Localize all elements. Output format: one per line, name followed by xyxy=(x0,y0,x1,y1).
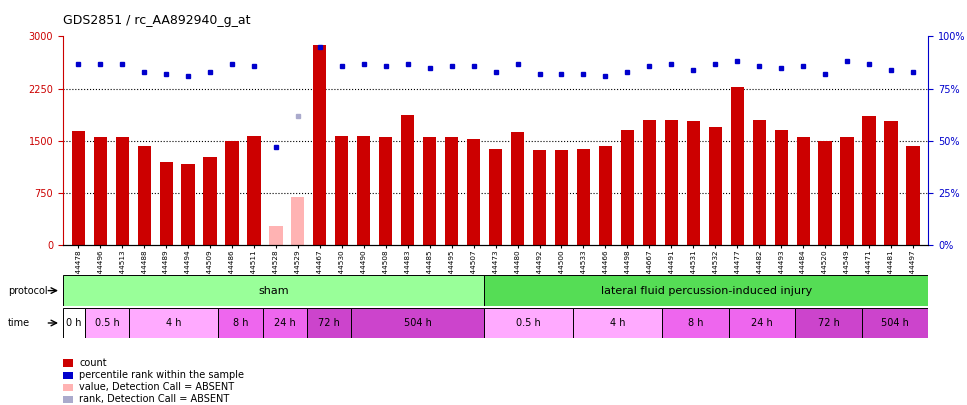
Bar xyxy=(643,120,656,245)
Bar xyxy=(336,136,348,245)
Bar xyxy=(182,164,194,245)
Bar xyxy=(248,136,260,245)
Bar xyxy=(728,308,795,338)
Bar xyxy=(203,158,217,245)
Bar xyxy=(307,308,351,338)
Text: sham: sham xyxy=(258,286,289,296)
Bar xyxy=(862,308,928,338)
Bar xyxy=(351,308,484,338)
Bar xyxy=(401,115,414,245)
Bar xyxy=(357,136,370,245)
Bar xyxy=(63,308,85,338)
Bar xyxy=(445,136,458,245)
Text: 0.5 h: 0.5 h xyxy=(95,318,120,328)
Bar xyxy=(467,139,481,245)
Text: 8 h: 8 h xyxy=(233,318,249,328)
Text: 72 h: 72 h xyxy=(318,318,340,328)
Bar xyxy=(731,87,744,245)
Bar xyxy=(533,150,546,245)
Bar xyxy=(752,120,766,245)
Bar xyxy=(130,308,219,338)
Bar xyxy=(94,136,106,245)
Text: time: time xyxy=(8,318,30,328)
Bar xyxy=(219,308,263,338)
Bar xyxy=(906,146,920,245)
Bar xyxy=(664,120,678,245)
Bar xyxy=(662,308,728,338)
Bar xyxy=(63,275,484,306)
Bar xyxy=(225,141,239,245)
Bar xyxy=(775,130,788,245)
Bar xyxy=(687,121,700,245)
Bar xyxy=(489,149,502,245)
Bar xyxy=(795,308,862,338)
Text: 504 h: 504 h xyxy=(881,318,909,328)
Bar xyxy=(511,132,524,245)
Bar xyxy=(484,308,573,338)
Text: 0 h: 0 h xyxy=(66,318,81,328)
Text: value, Detection Call = ABSENT: value, Detection Call = ABSENT xyxy=(79,382,234,392)
Bar xyxy=(840,136,854,245)
Bar xyxy=(709,127,721,245)
Bar xyxy=(72,131,85,245)
Bar xyxy=(484,275,928,306)
Bar xyxy=(379,136,393,245)
Bar xyxy=(818,141,832,245)
Bar xyxy=(797,136,809,245)
Bar xyxy=(85,308,130,338)
Bar xyxy=(599,146,612,245)
Text: protocol: protocol xyxy=(8,286,47,296)
Text: 0.5 h: 0.5 h xyxy=(516,318,542,328)
Text: lateral fluid percussion-induced injury: lateral fluid percussion-induced injury xyxy=(601,286,812,296)
Text: 504 h: 504 h xyxy=(404,318,432,328)
Bar xyxy=(137,146,151,245)
Text: 4 h: 4 h xyxy=(610,318,626,328)
Text: 24 h: 24 h xyxy=(274,318,296,328)
Bar xyxy=(116,136,129,245)
Text: 72 h: 72 h xyxy=(817,318,839,328)
Text: 4 h: 4 h xyxy=(166,318,182,328)
Text: GDS2851 / rc_AA892940_g_at: GDS2851 / rc_AA892940_g_at xyxy=(63,14,250,27)
Text: 8 h: 8 h xyxy=(688,318,703,328)
Text: 24 h: 24 h xyxy=(751,318,773,328)
Bar xyxy=(263,308,307,338)
Bar xyxy=(291,197,305,245)
Bar xyxy=(863,116,875,245)
Bar xyxy=(573,308,662,338)
Text: count: count xyxy=(79,358,107,368)
Bar xyxy=(313,45,327,245)
Bar xyxy=(160,162,173,245)
Bar xyxy=(885,121,897,245)
Text: rank, Detection Call = ABSENT: rank, Detection Call = ABSENT xyxy=(79,394,229,405)
Bar xyxy=(621,130,634,245)
Bar xyxy=(555,150,568,245)
Bar xyxy=(577,149,590,245)
Bar xyxy=(424,136,436,245)
Text: percentile rank within the sample: percentile rank within the sample xyxy=(79,370,245,380)
Bar xyxy=(270,226,282,245)
